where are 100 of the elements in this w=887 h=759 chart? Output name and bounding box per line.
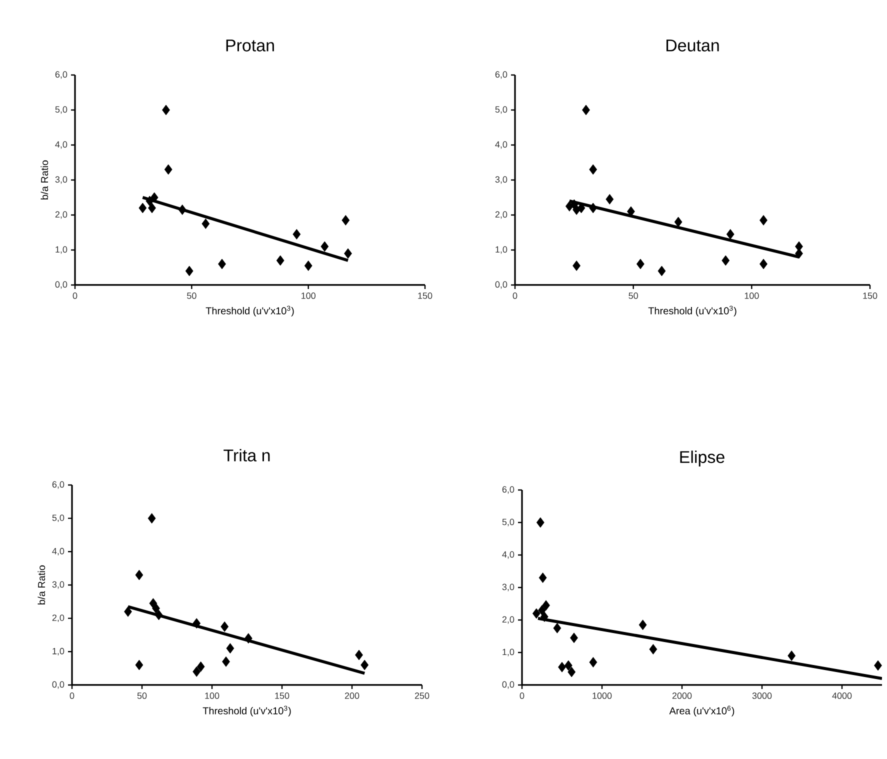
point <box>218 258 226 270</box>
y-tick-label: 5,0 <box>52 514 64 522</box>
point <box>360 660 369 670</box>
y-axis-title: b/a Ratio <box>38 565 46 604</box>
point <box>760 215 768 226</box>
x-tick-label: 150 <box>275 692 290 699</box>
x-tick-label: 100 <box>744 292 759 299</box>
point <box>722 255 730 266</box>
y-tick-label: 4,0 <box>502 551 514 559</box>
x-tick-label: 0 <box>72 292 78 299</box>
point <box>760 258 768 270</box>
chart-title: Protan <box>226 40 274 52</box>
y-tick-label: 2,0 <box>55 211 68 219</box>
point <box>192 618 201 629</box>
point <box>342 215 350 226</box>
point <box>589 657 598 668</box>
chart-title: Deutan <box>666 40 719 52</box>
point <box>344 248 352 259</box>
y-tick-label: 0,0 <box>55 281 68 289</box>
y-tick-label: 6,0 <box>495 71 508 79</box>
y-tick-label: 1,0 <box>496 246 508 254</box>
y-tick-label: 0,0 <box>495 281 508 289</box>
y-tick-label: 3,0 <box>52 581 64 589</box>
x-axis-title: Threshold (u'v'x10$^{3}$) <box>202 706 291 716</box>
x-tick-label: 2000 <box>672 692 692 699</box>
y-tick-label: 6,0 <box>502 486 514 494</box>
point <box>185 266 194 276</box>
x-tick-label: 50 <box>137 692 147 699</box>
point <box>572 260 580 271</box>
point <box>148 513 156 524</box>
point <box>276 255 284 266</box>
y-tick-label: 1,0 <box>52 648 64 656</box>
y-tick-label: 3,0 <box>495 176 508 184</box>
point <box>726 229 734 240</box>
x-axis-title: Threshold (u'v'x10$^{3}$) <box>648 306 736 316</box>
y-tick-label: 5,0 <box>495 106 508 114</box>
x-tick-label: 50 <box>187 292 196 299</box>
y-tick-label: 3,0 <box>502 584 514 592</box>
y-tick-label: 5,0 <box>502 518 514 526</box>
point <box>304 260 312 271</box>
point <box>138 202 147 214</box>
y-tick-label: 2,0 <box>495 211 508 219</box>
x-tick-label: 100 <box>302 292 316 299</box>
point <box>649 644 658 654</box>
point <box>553 622 562 634</box>
x-tick-label: 0 <box>512 292 518 299</box>
x-tick-label: 150 <box>418 292 432 299</box>
y-tick-label: 5,0 <box>55 106 68 114</box>
point <box>355 650 363 660</box>
point <box>154 610 163 620</box>
point <box>135 660 144 670</box>
x-tick-label: 4000 <box>832 692 852 699</box>
point <box>589 164 598 175</box>
chart-title: Trita n <box>224 448 270 462</box>
x-tick-label: 200 <box>344 692 360 699</box>
x-tick-label: 50 <box>628 292 638 299</box>
x-tick-label: 0 <box>70 692 74 699</box>
y-tick-label: 4,0 <box>495 141 508 149</box>
y-tick-label: 1,0 <box>56 246 68 254</box>
point <box>146 196 154 206</box>
point <box>226 643 234 654</box>
point <box>196 661 205 672</box>
x-tick-label: 250 <box>414 692 430 699</box>
point <box>788 650 796 661</box>
y-tick-label: 3,0 <box>55 176 68 184</box>
x-axis-title: Threshold (u'v'x10$^{3}$) <box>206 306 294 316</box>
point <box>564 660 572 671</box>
point <box>606 194 614 204</box>
y-tick-label: 2,0 <box>52 614 64 622</box>
y-axis-title: b/a Ratio <box>40 160 48 200</box>
point <box>589 202 598 214</box>
point <box>532 608 540 619</box>
y-tick-label: 4,0 <box>55 141 68 149</box>
point <box>150 192 158 203</box>
point <box>124 606 132 617</box>
x-tick-label: 0 <box>520 692 524 699</box>
y-tick-label: 1,0 <box>502 648 514 656</box>
point <box>558 662 566 672</box>
point <box>152 603 160 614</box>
point <box>538 572 547 583</box>
x-tick-label: 100 <box>205 692 220 699</box>
point <box>244 633 252 644</box>
y-tick-label: 0,0 <box>52 681 64 689</box>
point <box>795 248 803 259</box>
y-tick-label: 0,0 <box>502 681 514 689</box>
point <box>674 216 682 228</box>
point <box>164 164 172 175</box>
chart-title: Elipse <box>680 450 724 466</box>
point <box>320 241 329 252</box>
point <box>220 621 229 632</box>
point <box>636 258 644 270</box>
point <box>292 229 301 240</box>
point <box>202 218 210 229</box>
point <box>222 656 230 667</box>
x-axis-title: Area (u'v'x10$^{6}$) <box>669 706 734 716</box>
point <box>568 666 576 678</box>
point <box>582 104 590 116</box>
x-tick-label: 150 <box>863 292 878 299</box>
point <box>135 570 144 580</box>
y-tick-label: 4,0 <box>52 548 64 556</box>
